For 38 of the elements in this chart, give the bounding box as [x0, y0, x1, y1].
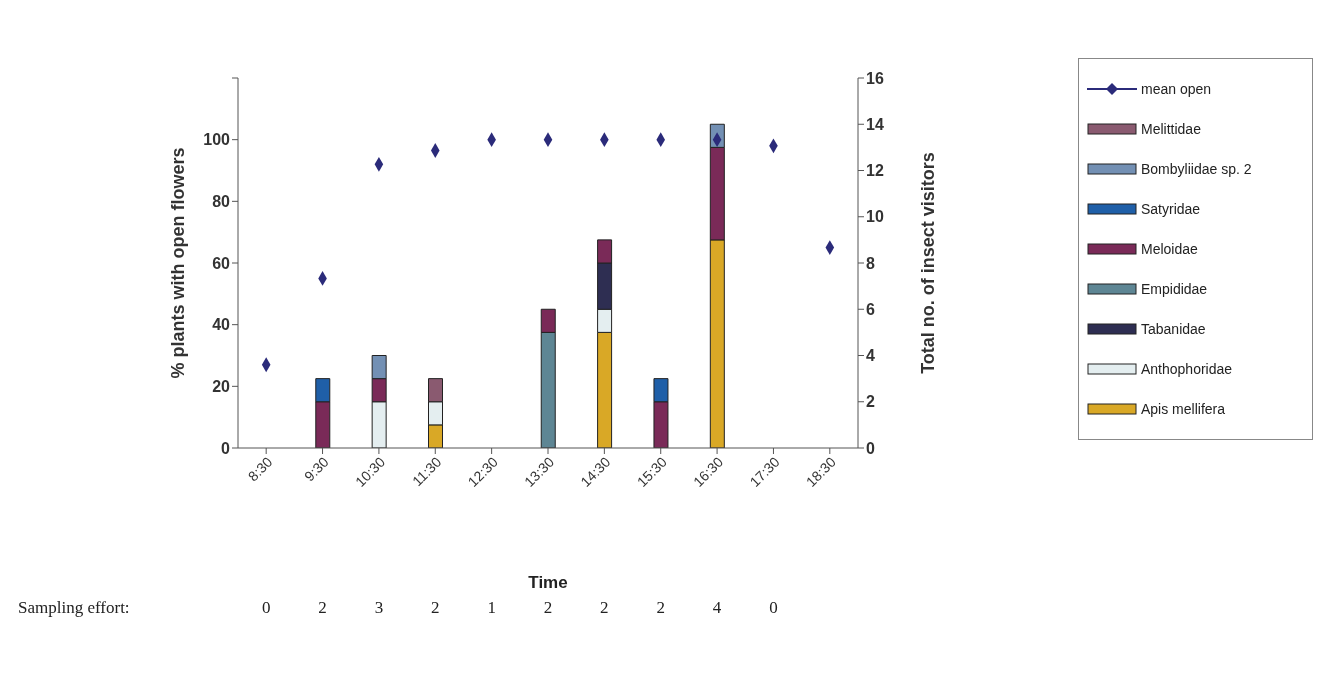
legend-label: Bombyliidae sp. 2 — [1141, 161, 1252, 177]
text: 2 — [430, 598, 441, 618]
text: 2 — [542, 598, 554, 618]
text: Sampling effort: — [18, 598, 130, 618]
y2-tick-label: 0 — [866, 439, 875, 457]
legend-label: Anthophoridae — [1141, 361, 1233, 377]
y2-tick-label: 10 — [866, 208, 884, 226]
y2-tick-label: 6 — [866, 300, 875, 318]
text: 4 — [711, 598, 723, 618]
legend-label: Melittidae — [1141, 121, 1201, 137]
legend-label: Satyridae — [1141, 201, 1201, 217]
text: 3 — [373, 598, 385, 618]
legend-label: Tabanidae — [1141, 321, 1206, 337]
y2-tick-label: 14 — [866, 115, 884, 133]
y2-tick-label: 12 — [866, 162, 884, 180]
y-tick-label: 60 — [212, 254, 231, 272]
text: 2 — [655, 598, 666, 618]
y2-tick-label: 2 — [866, 393, 875, 411]
legend-label: Empididae — [1141, 281, 1208, 297]
text: 2 — [317, 598, 328, 618]
legend-label: Meloidae — [1141, 241, 1198, 257]
text: 2 — [599, 598, 610, 618]
y-tick-label: 0 — [221, 439, 231, 457]
y2-tick-label: 16 — [866, 69, 884, 87]
legend-label: mean open — [1141, 81, 1212, 97]
text: 1 — [486, 598, 497, 618]
y2-axis-title: Total no. of insect visitors — [918, 152, 939, 374]
y-axis-title: % plants with open flowers — [168, 147, 189, 379]
x-axis-title: Time — [528, 573, 568, 592]
y-tick-label: 100 — [203, 131, 231, 149]
y-tick-label: 80 — [212, 193, 231, 211]
y-tick-label: 40 — [212, 316, 231, 334]
y2-tick-label: 8 — [866, 254, 875, 272]
y2-tick-label: 4 — [866, 347, 875, 365]
y-tick-label: 20 — [212, 378, 231, 396]
text: 0 — [260, 598, 272, 618]
text: 0 — [768, 598, 779, 618]
legend-label: Apis mellifera — [1141, 401, 1226, 417]
